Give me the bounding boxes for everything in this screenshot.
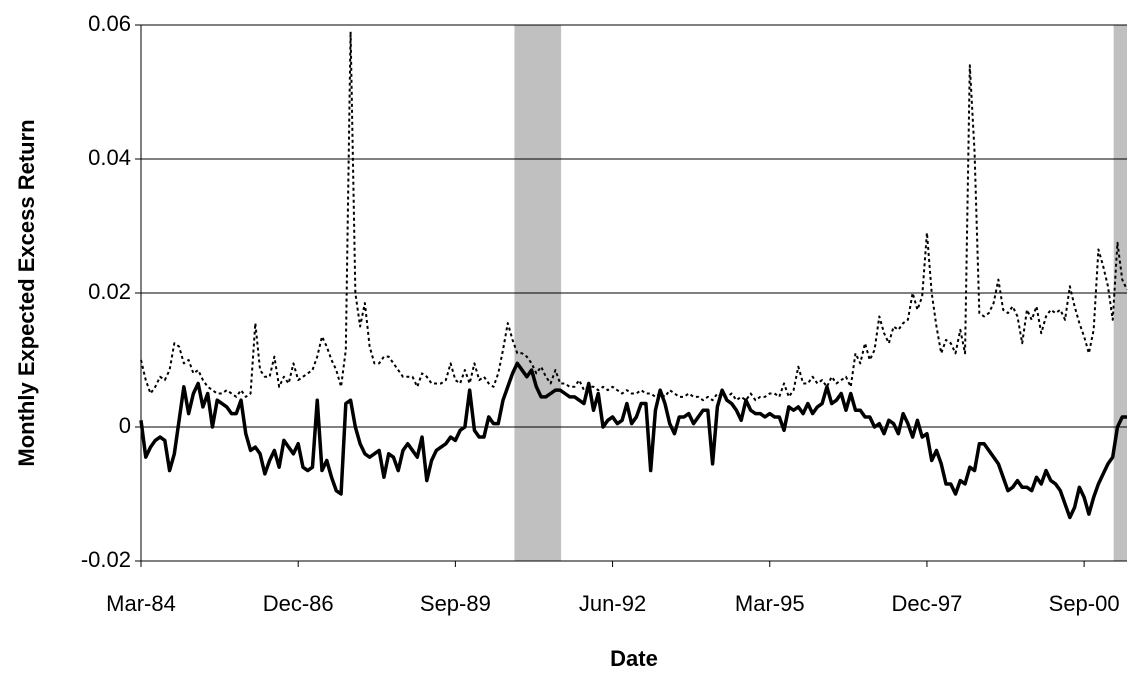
- y-axis-title: Monthly Expected Excess Return: [14, 119, 39, 466]
- x-tick-label: Mar-84: [106, 591, 176, 616]
- y-tick-label: 0: [119, 413, 131, 438]
- x-tick-label: Dec-86: [263, 591, 334, 616]
- x-tick-label: Dec-97: [891, 591, 962, 616]
- y-tick-label: -0.02: [81, 547, 131, 572]
- series-line: [139, 361, 1127, 520]
- x-axis-title: Date: [610, 646, 658, 671]
- x-tick-label: Sep-89: [420, 591, 491, 616]
- y-tick-label: 0.04: [88, 145, 131, 170]
- x-tick-label: Jun-92: [579, 591, 646, 616]
- series-line: [140, 30, 1128, 402]
- x-tick-label: Sep-00: [1049, 591, 1120, 616]
- y-tick-label: 0.06: [88, 11, 131, 36]
- y-tick-label: 0.02: [88, 279, 131, 304]
- x-tick-label: Mar-95: [735, 591, 805, 616]
